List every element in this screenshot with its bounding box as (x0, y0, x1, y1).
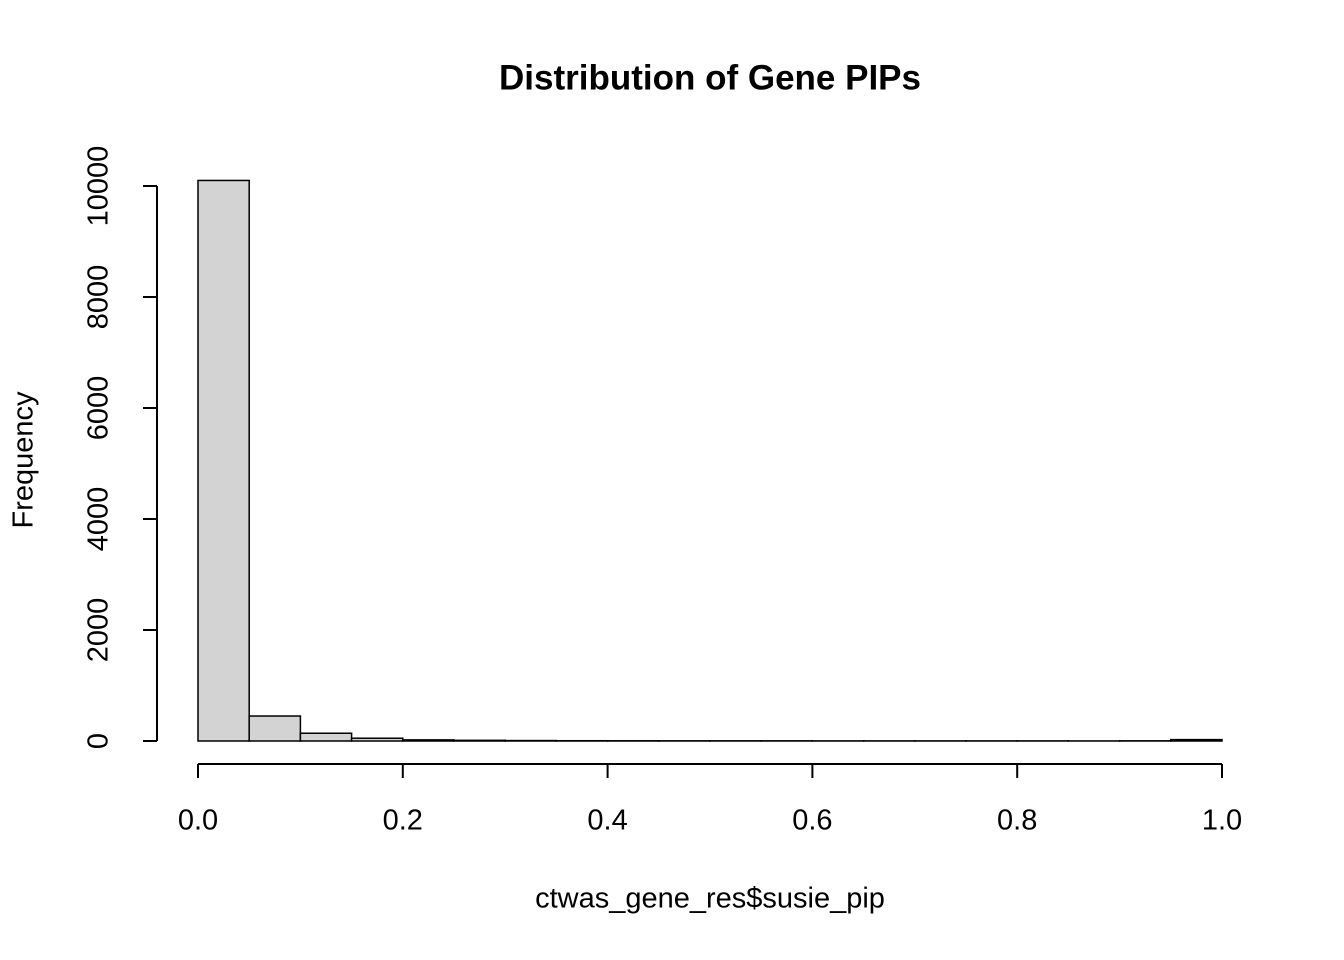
bar (402, 739, 455, 742)
y-tick-label: 6000 (83, 376, 115, 441)
chart-title: Distribution of Gene PIPs (499, 58, 921, 97)
x-tick-label: 1.0 (1202, 805, 1242, 837)
y-tick-label: 8000 (83, 265, 115, 330)
bar (453, 739, 506, 742)
bar (299, 732, 353, 742)
x-tick-label: 0.6 (792, 805, 832, 837)
x-tick-label: 0.8 (997, 805, 1037, 837)
y-tick-label: 4000 (83, 487, 115, 552)
x-tick-label: 0.4 (587, 805, 627, 837)
y-tick-label: 10000 (83, 146, 115, 227)
bar (1170, 738, 1223, 742)
bar (197, 179, 250, 742)
x-axis-label: ctwas_gene_res$susie_pip (535, 883, 885, 915)
y-tick-label: 2000 (83, 598, 115, 663)
y-axis-label: Frequency (8, 391, 40, 529)
x-tick-label: 0.2 (383, 805, 423, 837)
y-tick-label: 0 (83, 733, 115, 749)
bar (248, 715, 302, 742)
bar (350, 737, 404, 742)
x-tick-label: 0.0 (178, 805, 218, 837)
